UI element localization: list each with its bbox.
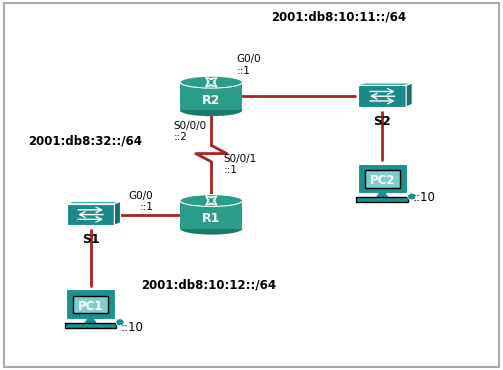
Text: ::10: ::10 <box>121 321 143 334</box>
FancyBboxPatch shape <box>365 170 400 188</box>
Ellipse shape <box>180 104 242 116</box>
Ellipse shape <box>180 195 242 206</box>
Text: R1: R1 <box>202 212 220 225</box>
Bar <box>180 201 242 229</box>
Text: ::10: ::10 <box>412 191 435 205</box>
FancyBboxPatch shape <box>356 197 408 202</box>
FancyBboxPatch shape <box>358 85 406 107</box>
Text: 2001:db8:32::/64: 2001:db8:32::/64 <box>28 134 142 147</box>
FancyBboxPatch shape <box>4 3 499 367</box>
FancyBboxPatch shape <box>66 289 115 319</box>
Polygon shape <box>358 83 412 85</box>
FancyBboxPatch shape <box>66 204 114 225</box>
Polygon shape <box>66 201 120 204</box>
Text: 2001:db8:10:11::/64: 2001:db8:10:11::/64 <box>272 10 407 23</box>
Text: S0/0/0
::2: S0/0/0 ::2 <box>174 121 207 142</box>
Polygon shape <box>376 192 389 198</box>
FancyBboxPatch shape <box>358 164 407 193</box>
Text: S1: S1 <box>81 233 100 246</box>
Polygon shape <box>84 317 97 323</box>
Text: G0/0
::1: G0/0 ::1 <box>236 54 261 75</box>
FancyBboxPatch shape <box>73 296 108 313</box>
Bar <box>180 82 242 110</box>
Text: PC2: PC2 <box>370 174 395 187</box>
Ellipse shape <box>407 193 416 200</box>
Text: R2: R2 <box>202 94 220 107</box>
Ellipse shape <box>180 76 242 88</box>
Text: G0/0
::1: G0/0 ::1 <box>129 191 153 212</box>
Text: S0/0/1
::1: S0/0/1 ::1 <box>224 154 257 175</box>
Text: 2001:db8:10:12::/64: 2001:db8:10:12::/64 <box>141 278 276 292</box>
Ellipse shape <box>116 319 124 326</box>
Polygon shape <box>406 83 412 107</box>
Polygon shape <box>114 201 120 225</box>
Text: PC1: PC1 <box>78 299 103 313</box>
Ellipse shape <box>180 223 242 235</box>
Text: S2: S2 <box>373 115 391 128</box>
FancyBboxPatch shape <box>64 323 116 327</box>
